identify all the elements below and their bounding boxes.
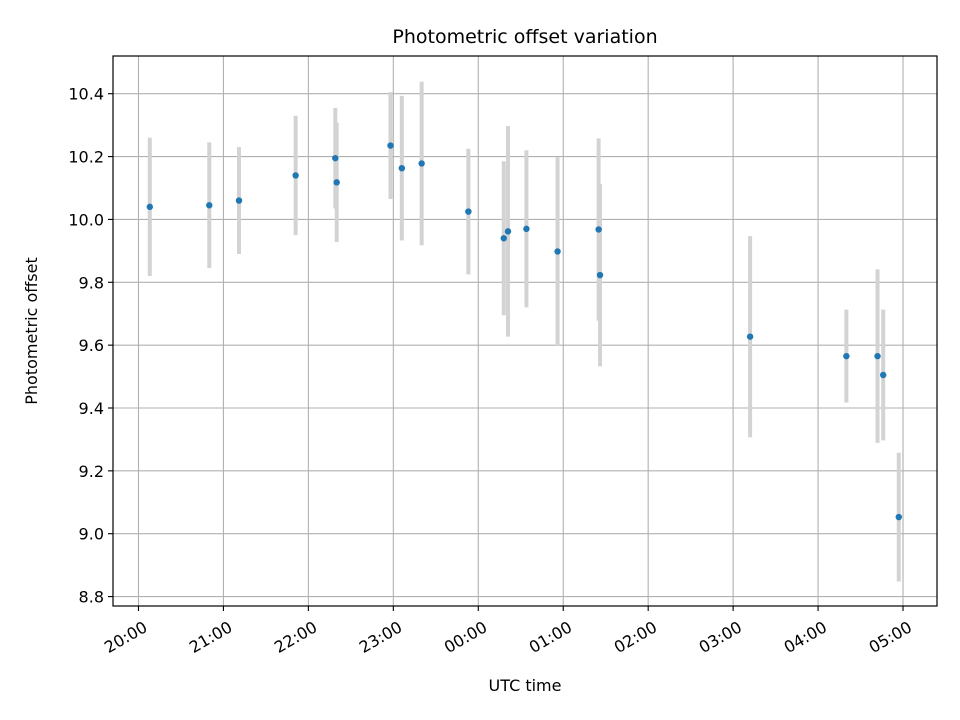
data-point [895, 513, 902, 521]
data-point [554, 248, 561, 255]
y-tick-label: 10.4 [68, 85, 104, 104]
data-point [418, 160, 425, 167]
chart-title: Photometric offset variation [392, 26, 657, 48]
data-point [146, 203, 154, 211]
y-tick-label: 10.0 [68, 210, 104, 229]
data-point [874, 352, 881, 360]
data-point [292, 172, 299, 179]
y-tick-label: 9.8 [79, 273, 104, 292]
data-point [504, 228, 512, 235]
x-axis-title: UTC time [489, 676, 562, 695]
data-point [879, 371, 887, 379]
data-point [398, 165, 406, 172]
y-tick-label: 8.8 [79, 588, 104, 607]
y-tick-label: 9.0 [79, 525, 104, 544]
data-point [843, 352, 850, 360]
data-point [596, 271, 604, 279]
y-axis-title: Photometric offset [22, 257, 41, 405]
y-tick-label: 9.6 [79, 336, 104, 355]
data-point [595, 226, 602, 233]
y-tick-label: 10.2 [68, 148, 104, 167]
y-tick-label: 9.2 [79, 462, 104, 481]
plot-frame [112, 55, 938, 607]
data-points [146, 142, 902, 521]
data-point [235, 197, 243, 204]
data-point [500, 235, 507, 242]
data-point [206, 202, 213, 209]
data-point [387, 142, 394, 149]
y-axis-ticks: 8.8 9.0 9.2 9.4 9.6 9.8 10.0 10.2 10.4 [68, 85, 113, 607]
y-tick-label: 9.4 [79, 399, 104, 418]
data-point [523, 225, 530, 233]
data-point [746, 333, 754, 340]
data-point [332, 154, 339, 162]
data-point [465, 208, 472, 215]
data-point [333, 179, 340, 186]
